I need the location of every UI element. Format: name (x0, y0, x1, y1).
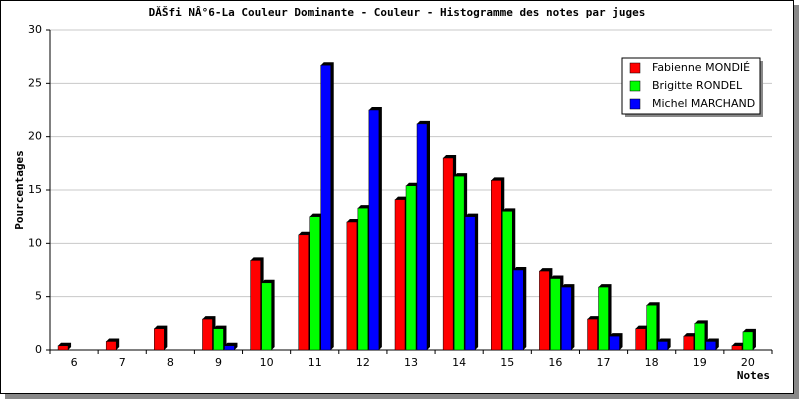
bar (320, 64, 331, 351)
legend-label: Brigitte RONDEL (652, 79, 743, 92)
x-tick-label: 10 (260, 356, 274, 369)
x-tick-label: 16 (548, 356, 562, 369)
x-tick-label: 11 (308, 356, 322, 369)
bar (368, 109, 380, 351)
y-tick-label: 20 (28, 130, 42, 143)
bar (357, 207, 369, 351)
y-tick-label: 0 (35, 343, 42, 356)
bar (491, 180, 502, 351)
bar (635, 328, 646, 351)
x-tick-label: 18 (645, 356, 659, 369)
x-tick-label: 15 (500, 356, 514, 369)
bar (105, 341, 117, 351)
x-tick-label: 9 (215, 356, 222, 369)
bar (598, 286, 609, 351)
frame-shadow (5, 394, 799, 399)
bar (346, 221, 358, 351)
bar (464, 216, 476, 351)
bar (513, 269, 524, 351)
x-tick-label: 14 (452, 356, 466, 369)
x-tick-label: 12 (356, 356, 370, 369)
x-tick-label: 6 (71, 356, 78, 369)
bar (261, 282, 272, 351)
legend-swatch (629, 62, 641, 74)
bar (309, 216, 320, 351)
x-tick-label: 19 (693, 356, 707, 369)
bar (442, 157, 454, 351)
y-tick-label: 25 (28, 76, 42, 89)
x-tick-label: 7 (119, 356, 126, 369)
legend-swatch (629, 98, 641, 110)
x-tick-label: 20 (741, 356, 755, 369)
bar (250, 260, 261, 351)
x-tick-label: 8 (167, 356, 174, 369)
x-tick-label: 13 (404, 356, 418, 369)
bar (609, 335, 620, 351)
bar (453, 175, 465, 351)
legend (621, 57, 761, 115)
bar (57, 345, 69, 351)
bar (550, 278, 561, 351)
y-tick-label: 30 (28, 23, 42, 36)
y-axis-label: Pourcentages (13, 150, 26, 229)
y-tick-label: 5 (35, 290, 42, 303)
y-tick-label: 15 (28, 183, 42, 196)
bar (646, 304, 657, 351)
bar (224, 345, 235, 351)
bar (416, 123, 428, 351)
x-tick-label: 17 (597, 356, 611, 369)
bar (683, 335, 695, 351)
chart-title: DĂŠfi NÂ°6-La Couleur Dominante - Couleu… (149, 6, 646, 19)
bar (394, 199, 406, 351)
bar (742, 331, 754, 351)
y-tick-label: 10 (28, 236, 42, 249)
bar (731, 345, 743, 351)
bar (298, 234, 309, 351)
bar (694, 323, 706, 351)
legend-swatch (629, 80, 641, 92)
bar (502, 211, 513, 351)
legend-label: Fabienne MONDIÉ (652, 61, 750, 74)
bar (539, 270, 550, 351)
bar (213, 328, 224, 351)
bar (657, 341, 668, 351)
x-axis-label: Notes (737, 369, 770, 382)
bar (154, 328, 165, 351)
bar (705, 341, 717, 351)
bar (587, 318, 598, 351)
bar (405, 185, 417, 351)
frame-shadow (794, 5, 799, 399)
bar (561, 286, 572, 351)
bar (202, 318, 213, 351)
legend-label: Michel MARCHAND (652, 97, 755, 110)
